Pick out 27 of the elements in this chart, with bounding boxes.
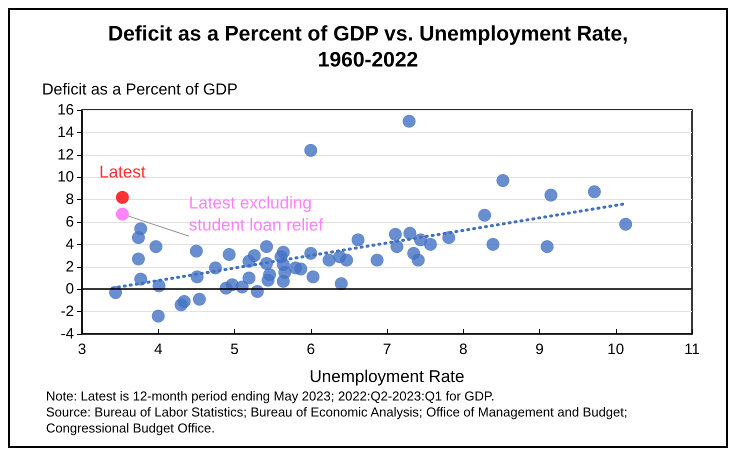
source-note: Source: Bureau of Labor Statistics; Bureau of Economic Analysis; Office of Management and Budget; Congressional Budget Office. [46,404,632,436]
x-tick-label: 10 [607,341,624,358]
series-label: Latest [99,162,146,182]
chart-title: Deficit as a Percent of GDP vs. Unemployment Rate, 1960-2022 [108,22,628,72]
y-tick-label: 8 [66,191,74,208]
y-axis-title: Deficit as a Percent of GDP [42,82,238,98]
x-tick-label: 8 [459,341,468,358]
x-tick-label: 6 [306,341,315,358]
y-tick-label: -2 [60,303,74,320]
x-tick-label: 5 [230,341,239,358]
text: Latest excluding student loan relief [188,194,324,235]
x-tick-label: 9 [535,341,544,358]
y-tick-label: 14 [57,124,74,141]
x-tick-label: 11 [684,341,700,358]
y-tick-label: 4 [66,236,74,253]
y-tick-label: 12 [57,146,74,164]
text: Note: Latest is 12-month period ending May 2023; 2022:Q2-2023:Q1 for GDP. [46,388,495,404]
y-tick-label: 16 [57,102,74,118]
y-tick-label: 0 [66,280,74,298]
x-tick-label: 7 [382,341,392,358]
y-tick-label: -4 [60,326,74,342]
y-tick-label: 2 [66,258,74,276]
y-tick-label: 6 [66,214,74,230]
y-tick-label: 10 [57,168,74,186]
x-tick-label: 3 [78,341,86,358]
x-axis-title: Unemployment Rate [310,367,464,386]
x-tick-label: 4 [154,341,162,358]
